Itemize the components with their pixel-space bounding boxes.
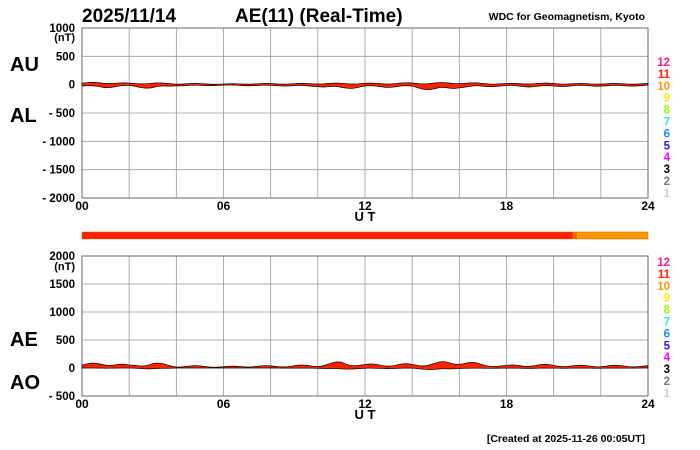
station-count-label: 6 — [664, 328, 670, 340]
x-axis-label: U T — [355, 407, 376, 422]
station-count-label: 12 — [657, 57, 670, 69]
station-count-label: 8 — [664, 305, 671, 317]
y-tick-label: 500 — [56, 335, 75, 347]
x-tick-label: 18 — [500, 397, 514, 411]
station-count-label: 2 — [664, 176, 670, 188]
station-count-label: 8 — [664, 105, 671, 117]
x-tick-label: 12 — [358, 199, 372, 213]
y-tick-label: - 500 — [49, 391, 75, 403]
plot-frame — [81, 255, 649, 397]
x-tick-label: 18 — [500, 199, 514, 213]
y-tick-label: 500 — [56, 51, 75, 63]
x-tick-label: 00 — [75, 199, 89, 213]
station-count-label: 1 — [664, 188, 671, 200]
plot-frame — [81, 27, 649, 199]
chart-title: AE(11) (Real-Time) — [235, 6, 403, 27]
x-axis-label: U T — [355, 209, 376, 224]
y-tick-label: - 1500 — [42, 165, 75, 177]
y-tick-label: 1000 — [49, 23, 75, 35]
station-count-label: 9 — [664, 93, 670, 105]
station-count-label: 5 — [664, 340, 671, 352]
station-count-label: 9 — [664, 293, 670, 305]
series-band-ae-ao — [81, 361, 649, 370]
au-label: AU — [10, 54, 39, 76]
station-count-label: 4 — [664, 152, 671, 164]
y-tick-label: 1500 — [49, 279, 75, 291]
x-tick-label: 06 — [217, 199, 231, 213]
x-tick-label: 06 — [217, 397, 231, 411]
x-tick-label: 24 — [641, 397, 655, 411]
station-bar-segment — [572, 232, 578, 239]
station-count-label: 1 — [664, 388, 671, 400]
station-count-label: 6 — [664, 128, 670, 140]
ae-label: AE — [10, 329, 38, 351]
date-title: 2025/11/14 — [82, 6, 176, 27]
station-count-label: 4 — [664, 352, 671, 364]
y-tick-label: - 500 — [49, 108, 75, 120]
y-tick-label: 0 — [69, 363, 75, 375]
station-count-label: 11 — [658, 269, 671, 281]
y-tick-label: 1000 — [49, 307, 75, 319]
ao-label: AO — [10, 372, 40, 394]
station-count-label: 7 — [664, 117, 670, 129]
x-tick-label: 00 — [75, 397, 89, 411]
station-count-label: 3 — [664, 164, 670, 176]
station-count-label: 5 — [664, 140, 671, 152]
ae-ao-panel: AE AO (nT) U T 2000 1500 1000 500 0 - 500 00 06… — [10, 251, 671, 422]
y-tick-label: - 2000 — [42, 193, 75, 205]
x-tick-label: 24 — [641, 199, 655, 213]
y-tick-label: 2000 — [49, 251, 75, 263]
created-timestamp: [Created at 2025-11-26 00:05UT] — [487, 433, 645, 445]
y-tick-label: 0 — [69, 80, 75, 92]
source-label: WDC for Geomagnetism, Kyoto — [489, 11, 645, 23]
station-count-label: 3 — [664, 364, 670, 376]
station-count-label: 12 — [657, 257, 670, 269]
station-count-label: 7 — [664, 317, 670, 329]
station-count-label: 10 — [657, 81, 670, 93]
station-count-label: 11 — [658, 69, 671, 81]
unit-label: (nT) — [54, 32, 75, 44]
station-bar-segment — [82, 232, 573, 239]
series-band-au-al — [81, 82, 649, 91]
station-count-label: 2 — [664, 376, 670, 388]
y-tick-label: - 1000 — [42, 136, 75, 148]
station-count-label: 10 — [657, 281, 670, 293]
station-bar — [81, 231, 649, 240]
al-label: AL — [10, 105, 37, 127]
unit-label: (nT) — [54, 261, 75, 273]
x-tick-label: 12 — [358, 397, 372, 411]
station-bar-segment — [577, 232, 648, 239]
